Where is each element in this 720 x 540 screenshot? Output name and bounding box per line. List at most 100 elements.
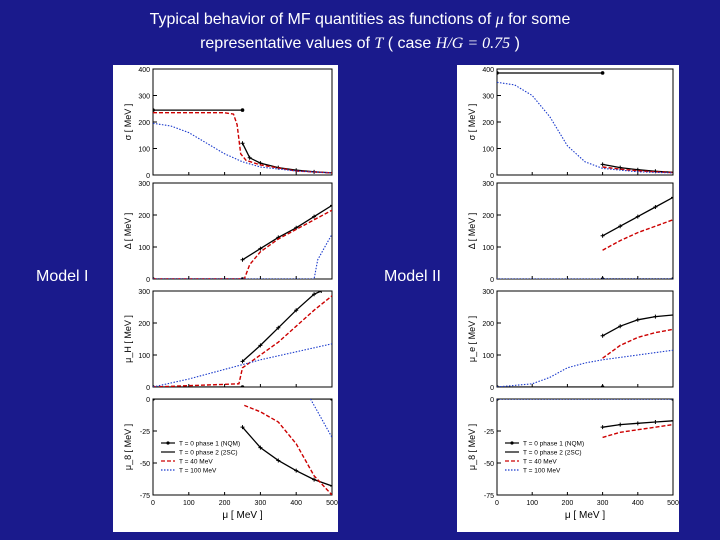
- y-tick-label: 300: [138, 181, 150, 188]
- data-point: [153, 108, 155, 112]
- title-text-d: ( case: [387, 35, 432, 52]
- panel-2: 0 100 200 300 Δ [ MeV ]: [467, 181, 674, 284]
- data-point: [330, 484, 332, 489]
- data-point: [600, 71, 605, 75]
- x-tick-label: 400: [290, 500, 302, 507]
- y-tick-label: 300: [138, 289, 150, 296]
- data-point: [276, 325, 281, 330]
- panel-frame: [152, 182, 333, 280]
- y-tick-label: 0: [490, 385, 494, 392]
- panel-2: 0 100 200 300 Δ [ MeV ]: [123, 181, 333, 284]
- y-tick-label: 100: [138, 147, 150, 154]
- x-tick-label: 300: [597, 500, 609, 507]
- data-point: [635, 167, 640, 172]
- y-tick-label: 100: [138, 245, 150, 252]
- legend-label: T = 0 phase 1 (NQM): [179, 441, 240, 448]
- series-line: [153, 233, 332, 279]
- title-mu-symbol: μ: [495, 11, 504, 28]
- data-point: [653, 205, 658, 209]
- y-tick-label: -50: [484, 461, 494, 468]
- series-line: [153, 112, 332, 174]
- data-point: [294, 468, 299, 473]
- data-point: [258, 445, 263, 450]
- chart-model-1-svg: 0 100 200 300 400 σ [ MeV ] 0 100 200 300 Δ [ MeV …: [123, 67, 338, 521]
- x-tick-label: 500: [326, 500, 338, 507]
- series-line: [153, 295, 332, 387]
- data-point: [312, 292, 317, 297]
- panel-frame: [496, 290, 674, 388]
- legend-label: T = 100 MeV: [179, 468, 217, 475]
- title-text-c: representative values of: [200, 35, 370, 52]
- series-line: [153, 122, 332, 174]
- series-line: [242, 291, 322, 362]
- y-tick-label: 200: [482, 321, 494, 328]
- y-axis-label: Δ [ MeV ]: [467, 213, 477, 250]
- series-line: [602, 423, 673, 439]
- y-tick-label: 0: [146, 173, 150, 180]
- series-line: [242, 426, 332, 487]
- data-point: [600, 385, 605, 387]
- y-axis-label: σ [ MeV ]: [467, 104, 477, 141]
- y-tick-label: 0: [490, 397, 494, 404]
- title-ratio: H/G = 0.75: [435, 35, 511, 52]
- data-point: [240, 385, 245, 387]
- y-tick-label: -50: [140, 461, 150, 468]
- x-tick-label: 300: [255, 500, 267, 507]
- x-tick-label: 100: [526, 500, 538, 507]
- data-point: [600, 333, 605, 338]
- y-tick-label: 100: [482, 147, 494, 154]
- data-point: [330, 399, 332, 401]
- data-point: [330, 170, 332, 175]
- series-group: [497, 399, 673, 439]
- y-tick-label: 200: [138, 213, 150, 220]
- legend: T = 0 phase 1 (NQM) T = 0 phase 2 (2SC) T …: [161, 441, 240, 475]
- y-tick-label: -75: [140, 493, 150, 500]
- y-tick-label: 200: [482, 120, 494, 127]
- data-point: [312, 477, 317, 482]
- series-line: [241, 142, 332, 174]
- y-tick-label: 0: [146, 397, 150, 404]
- slide-title-line2: representative values of T ( case H/G = …: [0, 34, 720, 54]
- series-line: [153, 343, 332, 387]
- data-point: [330, 203, 332, 208]
- data-point: [312, 214, 317, 219]
- title-text-a: Typical behavior of MF quantities as fun…: [149, 11, 492, 28]
- y-axis-label: μ_8 [ MeV ]: [467, 424, 477, 470]
- data-point: [294, 308, 299, 313]
- y-tick-label: 0: [146, 385, 150, 392]
- data-point: [240, 141, 245, 146]
- data-point: [240, 108, 245, 112]
- y-tick-label: -25: [484, 429, 494, 436]
- y-tick-label: 300: [138, 94, 150, 101]
- panel-frame: [152, 68, 333, 176]
- y-tick-label: -25: [140, 429, 150, 436]
- data-point: [497, 71, 499, 75]
- y-tick-label: 0: [490, 173, 494, 180]
- data-point: [653, 420, 658, 425]
- data-point: [635, 421, 640, 426]
- data-point: [600, 425, 605, 430]
- x-tick-label: 400: [632, 500, 644, 507]
- data-point: [247, 155, 252, 160]
- series-line: [153, 209, 332, 279]
- series-line: [497, 349, 673, 387]
- series-line: [602, 328, 673, 359]
- legend-label: T = 0 phase 2 (2SC): [523, 450, 582, 457]
- data-point: [671, 195, 673, 200]
- data-point: [258, 246, 263, 251]
- series-line: [244, 404, 332, 495]
- panel-frame: [496, 182, 674, 280]
- y-tick-label: -75: [484, 493, 494, 500]
- y-tick-label: 200: [482, 213, 494, 220]
- series-line: [242, 204, 332, 261]
- title-T-symbol: T: [374, 35, 384, 52]
- series-group: [153, 203, 332, 279]
- chart-model-2-svg: 0 100 200 300 400 σ [ MeV ] 0 100 200 300 Δ [ MeV …: [467, 67, 679, 521]
- series-group: [497, 195, 673, 279]
- panel-3: 0 100 200 300 μ_H [ MeV ]: [123, 289, 333, 392]
- data-point: [240, 425, 245, 430]
- y-tick-label: 200: [138, 321, 150, 328]
- chart-model-2: 0 100 200 300 400 σ [ MeV ] 0 100 200 300 Δ [ MeV …: [457, 65, 679, 532]
- y-axis-label: μ_H [ MeV ]: [123, 315, 133, 363]
- model-label-left: Model I: [36, 268, 89, 285]
